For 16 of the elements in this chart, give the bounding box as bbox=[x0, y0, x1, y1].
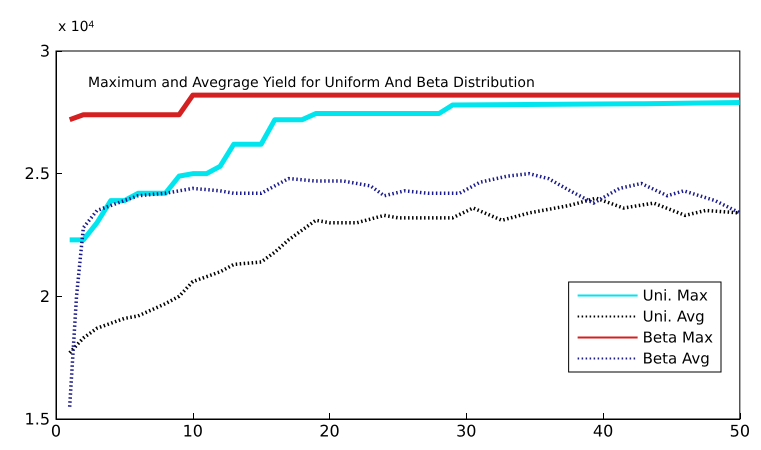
y-tick-label: 2 bbox=[40, 286, 50, 306]
x-tick-label: 20 bbox=[319, 422, 340, 440]
legend-label: Uni. Avg bbox=[642, 308, 705, 326]
x-tick-label: 10 bbox=[182, 422, 203, 440]
line-series bbox=[68, 172, 742, 408]
x-tick-label: 0 bbox=[50, 422, 62, 440]
legend-label: Beta Avg bbox=[642, 350, 710, 368]
legend-label: Uni. Max bbox=[642, 286, 708, 304]
x-tick-label: 40 bbox=[592, 422, 614, 440]
x-tick-label: 30 bbox=[456, 422, 476, 440]
x-tick-label: 50 bbox=[730, 422, 750, 440]
text: Maximum and Avegrage Yield for Uniform And Beta Distribution bbox=[88, 75, 535, 91]
y-tick-label: 3 bbox=[40, 42, 50, 60]
legend-label: Beta Max bbox=[642, 328, 714, 346]
y-tick-label: 1.5 bbox=[24, 410, 50, 428]
y-tick-label: 2.5 bbox=[24, 164, 50, 184]
